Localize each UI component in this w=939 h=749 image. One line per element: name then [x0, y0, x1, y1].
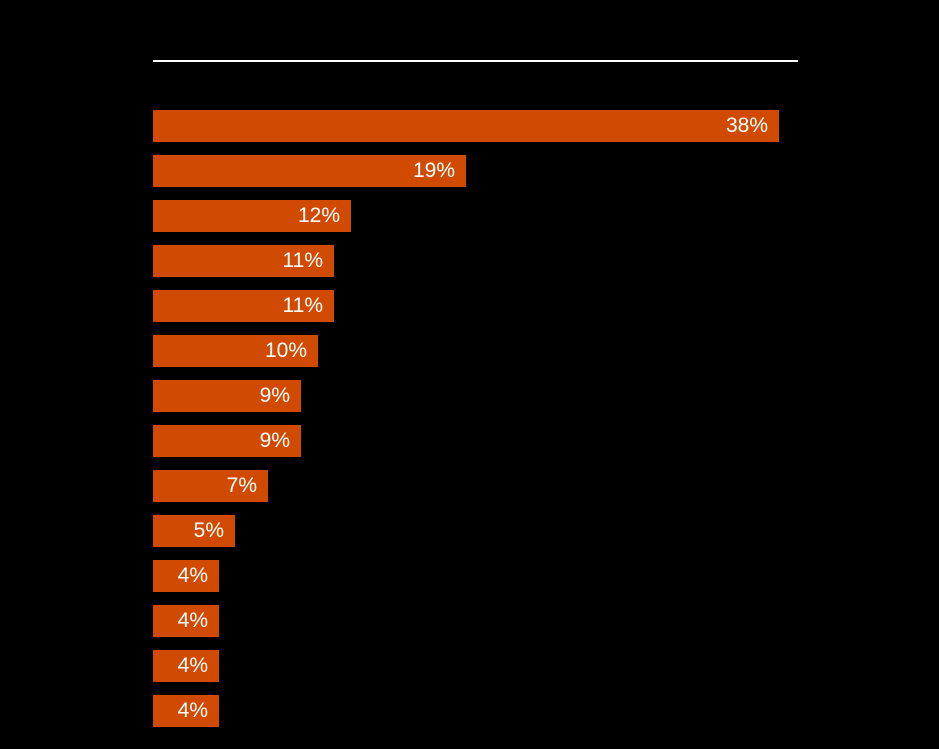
bar-row: 11%	[153, 245, 779, 277]
bar: 38%	[153, 110, 779, 142]
bar-value-label: 4%	[177, 609, 208, 632]
bar-row: 7%	[153, 470, 779, 502]
bar-row: 10%	[153, 335, 779, 367]
bar-value-label: 7%	[226, 474, 257, 497]
bar-value-label: 12%	[297, 204, 340, 227]
bar: 10%	[153, 335, 318, 367]
bar-row: 4%	[153, 560, 779, 592]
bar-value-label: 10%	[264, 339, 307, 362]
bar-row: 4%	[153, 695, 779, 727]
bar-row: 12%	[153, 200, 779, 232]
bar: 5%	[153, 515, 235, 547]
bar: 9%	[153, 380, 301, 412]
bar: 7%	[153, 470, 268, 502]
bar: 11%	[153, 245, 334, 277]
bar: 4%	[153, 695, 219, 727]
bar: 4%	[153, 605, 219, 637]
bar-value-label: 9%	[259, 429, 290, 452]
bar-value-label: 38%	[725, 114, 768, 137]
bar: 12%	[153, 200, 351, 232]
bar-row: 19%	[153, 155, 779, 187]
bar-row: 4%	[153, 605, 779, 637]
bar-chart: 38% 19% 12% 11% 11% 10% 9% 9% 7% 5% 4% 4% 4% 4%	[153, 110, 779, 740]
bar-row: 38%	[153, 110, 779, 142]
bar-value-label: 4%	[177, 564, 208, 587]
bar-value-label: 4%	[177, 654, 208, 677]
header-divider-line	[153, 60, 798, 62]
bar: 4%	[153, 560, 219, 592]
bar: 9%	[153, 425, 301, 457]
bar-row: 5%	[153, 515, 779, 547]
bar-value-label: 11%	[282, 294, 323, 317]
bar: 4%	[153, 650, 219, 682]
bar-value-label: 9%	[259, 384, 290, 407]
bar-row: 9%	[153, 425, 779, 457]
bar-value-label: 11%	[282, 249, 323, 272]
bar: 19%	[153, 155, 466, 187]
bar-row: 4%	[153, 650, 779, 682]
bar-value-label: 5%	[193, 519, 224, 542]
bar: 11%	[153, 290, 334, 322]
bar-value-label: 4%	[177, 699, 208, 722]
bar-value-label: 19%	[412, 159, 455, 182]
bar-row: 11%	[153, 290, 779, 322]
bar-row: 9%	[153, 380, 779, 412]
